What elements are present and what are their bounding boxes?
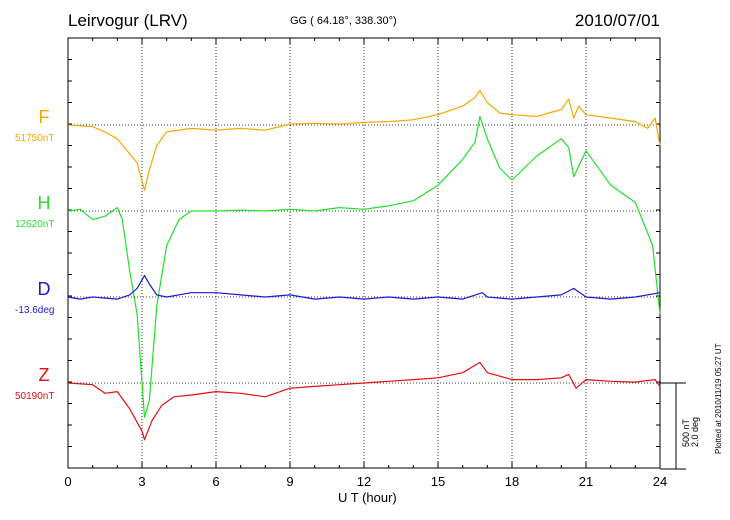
series-label-F: F	[39, 107, 50, 127]
x-tick-label-3: 3	[138, 474, 145, 489]
x-tick-label-9: 9	[286, 474, 293, 489]
plot-date: 2010/07/01	[574, 11, 660, 30]
series-line-H	[67, 115, 661, 418]
plotted-timestamp: Plotted at 2010/11/19 05:27 UT	[714, 343, 723, 454]
baseline-value-F: 51750nT	[15, 133, 54, 144]
x-tick-label-21: 21	[579, 474, 593, 489]
station-title: Leirvogur (LRV)	[68, 11, 188, 30]
x-tick-label-18: 18	[505, 474, 519, 489]
series-label-D: D	[38, 279, 51, 299]
series-line-F	[67, 89, 661, 191]
x-tick-label-24: 24	[653, 474, 667, 489]
station-coordinates: GG ( 64.18°, 338.30°)	[290, 15, 397, 27]
x-tick-label-6: 6	[212, 474, 219, 489]
series-label-Z: Z	[39, 365, 50, 385]
series-line-D	[67, 274, 661, 300]
x-tick-label-12: 12	[357, 474, 371, 489]
baseline-value-D: -13.6deg	[15, 305, 54, 316]
x-axis-label: U T (hour)	[338, 490, 397, 505]
x-tick-label-15: 15	[431, 474, 445, 489]
series-line-Z	[67, 361, 661, 441]
baseline-value-H: 12620nT	[15, 219, 54, 230]
plot-frame	[67, 37, 661, 469]
baseline-value-Z: 50190nT	[15, 391, 54, 402]
scale-label-deg: 2.0 deg	[690, 416, 700, 447]
x-tick-label-0: 0	[64, 474, 71, 489]
series-label-H: H	[38, 193, 51, 213]
